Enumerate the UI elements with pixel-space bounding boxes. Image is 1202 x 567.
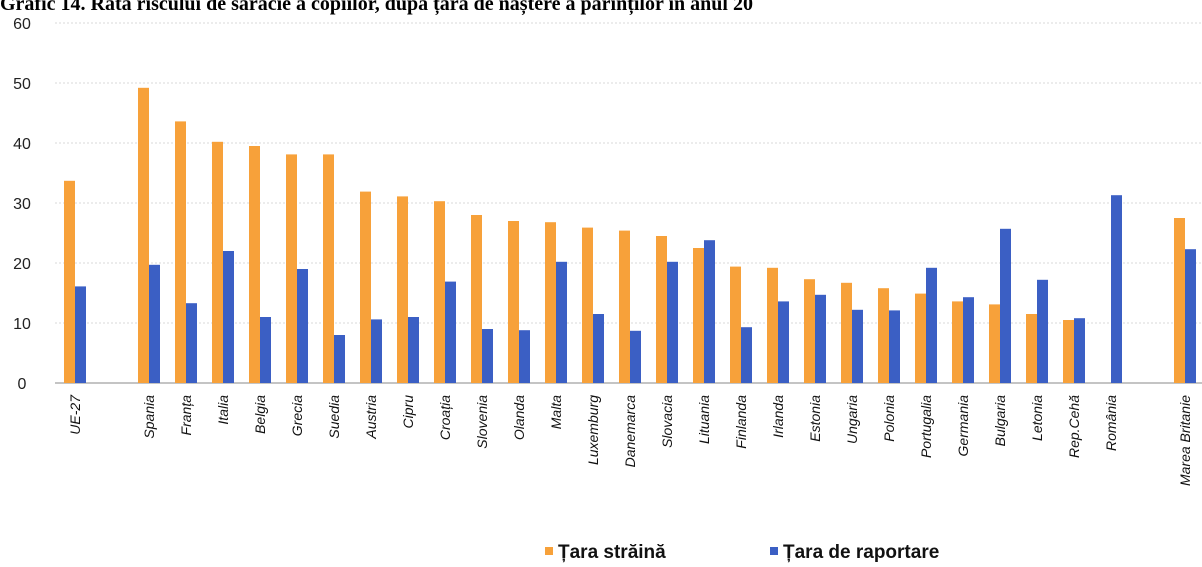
x-tick-label: Grecia <box>289 395 305 436</box>
x-tick-label: Malta <box>548 395 564 429</box>
x-tick-label: Marea Britanie <box>1177 395 1193 486</box>
x-tick-label: Belgia <box>252 395 268 434</box>
bar <box>1000 228 1011 383</box>
y-tick-label: 0 <box>18 376 27 393</box>
bar <box>619 230 630 383</box>
bar <box>545 222 556 383</box>
bar <box>149 264 160 383</box>
y-tick-label: 10 <box>13 316 31 333</box>
bar <box>1185 249 1196 383</box>
bar <box>212 141 223 383</box>
x-tick-label: Olanda <box>511 395 527 440</box>
bar <box>989 304 1000 383</box>
bar <box>64 180 75 383</box>
x-tick-label: Slovenia <box>474 395 490 449</box>
y-tick-label: 40 <box>13 136 31 153</box>
bar <box>360 191 371 383</box>
legend-label: Țara de raportare <box>783 542 939 563</box>
bar <box>260 317 271 383</box>
bar <box>926 267 937 383</box>
bar <box>175 121 186 384</box>
bar <box>889 310 900 383</box>
x-tick-label: Irlanda <box>770 395 786 438</box>
bar <box>778 301 789 383</box>
legend-swatch <box>545 547 553 555</box>
x-tick-label: Austria <box>363 395 379 440</box>
x-tick-label: Suedia <box>326 395 342 439</box>
bar <box>223 251 234 383</box>
bar <box>397 196 408 383</box>
bar <box>1174 218 1185 383</box>
x-tick-label: Franța <box>178 395 194 436</box>
x-tick-label: Luxemburg <box>585 395 601 465</box>
bar <box>804 279 815 383</box>
bar <box>408 317 419 383</box>
x-tick-label: Bulgaria <box>992 395 1008 447</box>
x-tick-label: Finlanda <box>733 395 749 449</box>
bar <box>1037 279 1048 383</box>
y-tick-label: 60 <box>13 16 31 33</box>
bar <box>693 248 704 383</box>
x-tick-label: Letonia <box>1029 395 1045 441</box>
y-tick-label: 50 <box>13 76 31 93</box>
bar <box>1063 320 1074 383</box>
bar <box>741 327 752 383</box>
bar <box>286 154 297 383</box>
bar <box>323 154 334 383</box>
chart-title: Grafic 14. Rata riscului de sărăcie a co… <box>0 0 753 16</box>
x-tick-label: Ungaria <box>844 395 860 444</box>
x-tick-label: Croația <box>437 395 453 440</box>
x-tick-label: UE-27 <box>67 394 83 435</box>
bar <box>138 87 149 384</box>
bar <box>952 301 963 383</box>
bar <box>482 329 493 383</box>
x-tick-label: Rep.Cehă <box>1066 395 1082 458</box>
bar <box>371 319 382 383</box>
x-tick-label: Germania <box>955 395 971 457</box>
bar <box>434 201 445 383</box>
bar <box>963 297 974 383</box>
y-tick-label: 30 <box>13 196 31 213</box>
bar <box>334 335 345 383</box>
bar <box>667 261 678 383</box>
x-tick-label: România <box>1103 395 1119 451</box>
bar <box>730 266 741 383</box>
bar <box>656 236 667 383</box>
bar <box>471 215 482 383</box>
x-tick-label: Portugalia <box>918 395 934 458</box>
bar <box>186 303 197 383</box>
x-tick-label: Spania <box>141 395 157 439</box>
legend-label: Țara străină <box>558 542 666 563</box>
y-tick-label: 20 <box>13 256 31 273</box>
bar <box>1111 195 1122 383</box>
bar <box>593 314 604 383</box>
bar <box>1074 318 1085 383</box>
bar <box>508 221 519 383</box>
bar <box>878 288 889 383</box>
bar <box>630 330 641 383</box>
bar <box>852 309 863 383</box>
x-tick-label: Lituania <box>696 395 712 444</box>
bar <box>767 267 778 383</box>
bar <box>297 269 308 383</box>
bar <box>556 261 567 383</box>
x-tick-label: Slovacia <box>659 395 675 448</box>
x-tick-label: Cipru <box>400 395 416 429</box>
x-tick-label: Polonia <box>881 395 897 442</box>
bar <box>445 281 456 383</box>
bar <box>519 330 530 383</box>
legend-swatch <box>770 547 778 555</box>
bar <box>75 286 86 383</box>
x-tick-label: Estonia <box>807 395 823 442</box>
bar <box>704 240 715 383</box>
bar <box>841 282 852 383</box>
bar <box>815 294 826 383</box>
bar <box>915 293 926 383</box>
bar <box>249 146 260 383</box>
x-tick-label: Italia <box>215 395 231 425</box>
bar <box>1026 314 1037 383</box>
x-tick-label: Danemarca <box>622 395 638 468</box>
bar <box>582 227 593 383</box>
